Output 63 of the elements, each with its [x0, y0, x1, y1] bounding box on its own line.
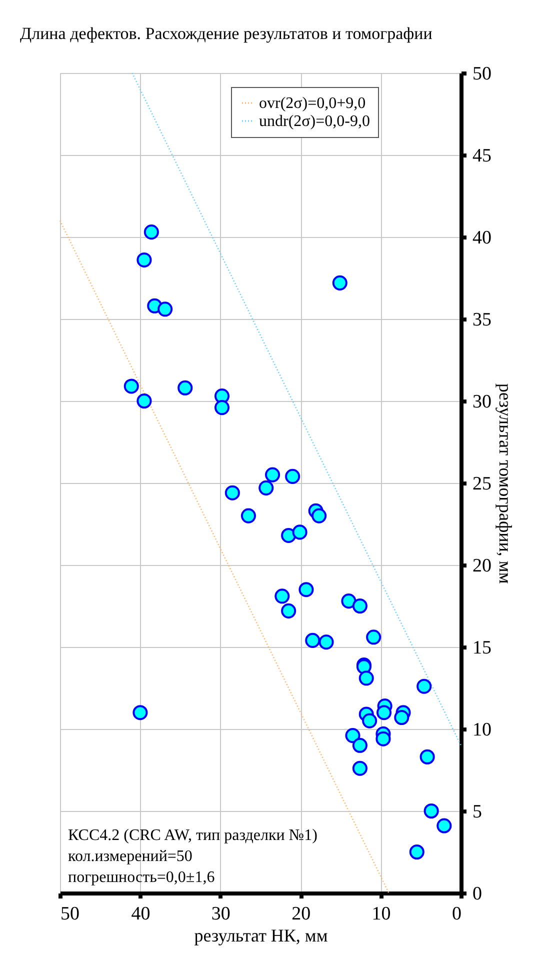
annotation: кол.измерений=50: [68, 848, 192, 865]
annotation: КСС4.2 (CRC AW, тип разделки №1): [68, 827, 318, 844]
point: [362, 713, 378, 728]
point: [341, 594, 356, 609]
legend-label: undr(2σ)=0,0-9,0: [259, 113, 370, 130]
point: [345, 728, 360, 744]
point: [281, 603, 296, 618]
point: [358, 670, 374, 686]
x-tick-label: 50: [60, 904, 80, 924]
y-tick-label: 15: [472, 638, 492, 658]
y-tick-label: 20: [472, 556, 492, 576]
point: [298, 582, 314, 598]
x-tick-label: 10: [372, 904, 391, 924]
point: [376, 731, 391, 746]
point: [318, 634, 334, 650]
y-tick-label: 30: [472, 392, 492, 412]
y-tick-label: 45: [472, 146, 492, 166]
y-tick-label: 50: [472, 64, 492, 84]
point: [178, 380, 193, 396]
y-tick-label: 25: [472, 474, 492, 494]
point: [224, 485, 240, 500]
y-tick-label: 0: [472, 884, 482, 904]
point: [436, 818, 452, 834]
point: [132, 705, 148, 720]
x-tick-label: 30: [211, 904, 230, 924]
point: [376, 705, 392, 720]
point: [305, 632, 320, 648]
x-tick-label: 0: [452, 904, 462, 924]
point: [424, 803, 439, 819]
x-axis-title: результат НК, мм: [194, 926, 328, 946]
point: [416, 678, 432, 694]
chart-title: Длина дефектов. Расхождение результатов и томографии: [20, 24, 432, 43]
point: [281, 528, 296, 543]
point: [394, 710, 410, 726]
point: [136, 252, 152, 268]
y-tick-label: 5: [472, 802, 482, 822]
y-tick-label: 40: [472, 228, 492, 248]
y-tick-label: 10: [472, 720, 492, 740]
point: [274, 588, 290, 604]
y-axis-title: результат томографии, мм: [496, 383, 516, 584]
y-tick-label: 35: [472, 310, 492, 330]
point: [258, 480, 274, 496]
legend-label: ovr(2σ)=0,0+9,0: [259, 95, 366, 112]
point: [158, 302, 173, 317]
point: [285, 468, 300, 484]
point: [265, 467, 280, 482]
point: [312, 508, 327, 524]
point: [409, 844, 424, 860]
point: [292, 524, 308, 540]
x-tick-label: 20: [292, 904, 311, 924]
point: [352, 598, 368, 614]
point: [352, 738, 368, 753]
point: [240, 508, 256, 524]
x-tick-label: 40: [131, 904, 150, 924]
point: [352, 760, 368, 776]
point: [332, 275, 348, 290]
point: [366, 630, 382, 645]
point: [124, 378, 139, 394]
point: [136, 393, 152, 409]
point: [144, 224, 159, 240]
point: [214, 400, 230, 416]
point: [420, 749, 435, 764]
annotation: погрешность=0,0±1,6: [68, 869, 215, 886]
